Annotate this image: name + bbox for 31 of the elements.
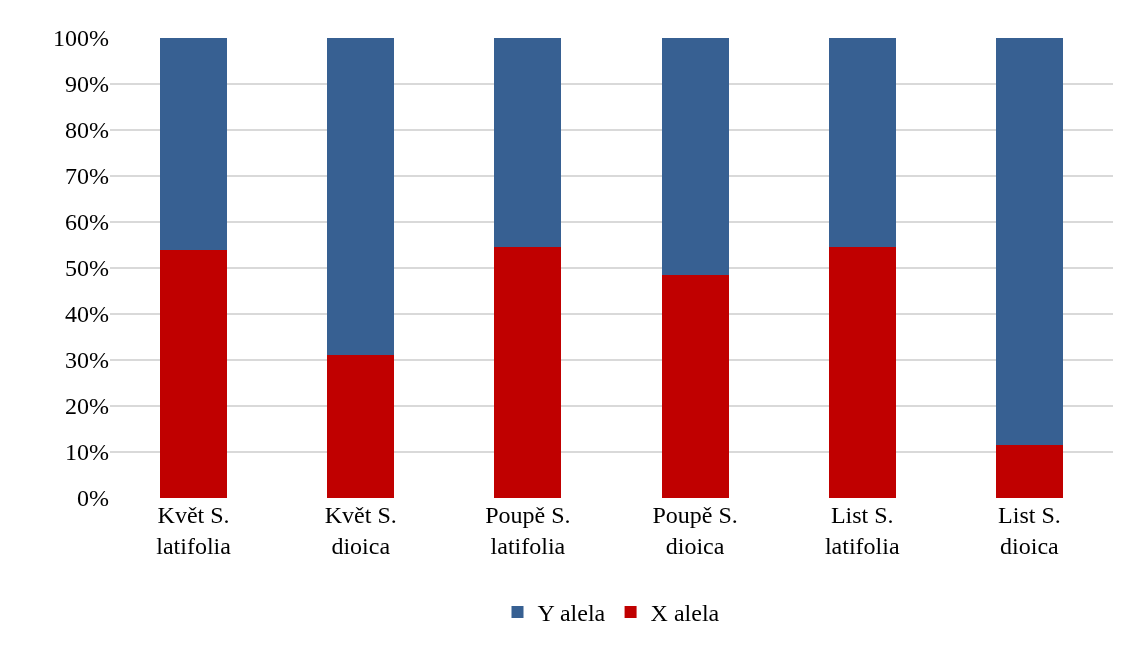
x-tick-label: Květ S. dioica — [324, 502, 397, 560]
bar — [828, 38, 896, 248]
y-tick-label: 80% — [65, 117, 109, 144]
y-tick-label: 10% — [65, 439, 109, 466]
x-tick-label: Poupě S. dioica — [652, 502, 738, 560]
bar — [327, 355, 395, 498]
bar — [661, 38, 729, 275]
bar — [160, 38, 228, 250]
bar — [995, 38, 1063, 446]
x-tick-label: List S. dioica — [998, 502, 1061, 560]
y-tick-label: 50% — [65, 255, 109, 282]
y-tick-label: 60% — [65, 209, 109, 236]
bar — [828, 247, 896, 498]
bar — [494, 247, 562, 498]
x-tick-label: Poupě S. latifolia — [485, 502, 571, 560]
y-tick-label: 70% — [65, 163, 109, 190]
y-tick-label: 0% — [77, 485, 109, 512]
legend-label: Y alela — [537, 600, 606, 627]
bar — [494, 38, 562, 248]
x-tick-label: List S. latifolia — [824, 502, 900, 560]
y-tick-label: 20% — [65, 393, 109, 420]
bar — [327, 38, 395, 356]
y-tick-label: 40% — [65, 301, 109, 328]
legend-label: X alela — [650, 600, 720, 627]
bar — [661, 274, 729, 498]
y-tick-label: 100% — [53, 25, 109, 52]
bar — [160, 249, 228, 498]
y-tick-label: 90% — [65, 71, 109, 98]
bar — [995, 445, 1063, 498]
x-tick-label: Květ S. latifolia — [156, 502, 232, 560]
y-tick-label: 30% — [65, 347, 109, 374]
